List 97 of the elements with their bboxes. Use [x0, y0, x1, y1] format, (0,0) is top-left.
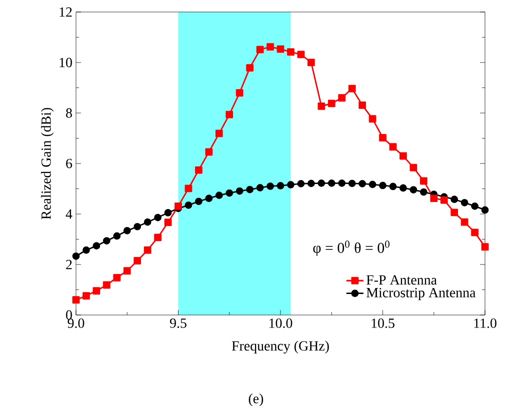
point [368, 115, 376, 122]
y-tick-label: 4 [66, 209, 72, 219]
y-tick-label: 2 [66, 260, 72, 270]
point [287, 48, 294, 56]
point [134, 257, 142, 264]
point [379, 134, 386, 142]
point [389, 143, 397, 151]
point [379, 182, 386, 190]
point [144, 218, 152, 226]
point [410, 164, 418, 172]
point [318, 102, 326, 110]
point [450, 196, 458, 204]
point [338, 94, 346, 102]
point [82, 292, 90, 300]
point [174, 202, 182, 210]
x-tick-label: 10.0 [270, 318, 292, 328]
point [460, 218, 468, 226]
point [92, 287, 100, 294]
point [389, 182, 397, 190]
point [471, 202, 478, 210]
point [328, 180, 336, 187]
point [481, 206, 489, 214]
y-tick-label: 6 [66, 158, 72, 168]
point [420, 188, 428, 196]
point [184, 201, 192, 209]
point [144, 246, 152, 254]
x-tick-label: 10.5 [372, 318, 394, 328]
point [338, 180, 346, 187]
point [348, 84, 356, 92]
point [266, 43, 274, 51]
x-tick-label: 11.0 [474, 318, 496, 328]
point [400, 184, 407, 192]
point [236, 89, 244, 96]
x-tick-label: 9.5 [170, 318, 186, 328]
point [328, 100, 336, 108]
point [102, 237, 110, 244]
text: (e) [248, 394, 264, 406]
point [205, 148, 213, 156]
point [440, 196, 448, 204]
point [307, 180, 315, 188]
point [297, 50, 305, 58]
point [113, 232, 121, 240]
annotation: φ = 0$^{0}$ θ = 0$^{0}$ [313, 240, 390, 256]
point [92, 242, 100, 250]
point [215, 192, 223, 200]
point [226, 189, 234, 197]
point [266, 182, 274, 190]
point [154, 214, 162, 222]
point [307, 58, 315, 66]
point [215, 130, 223, 138]
point [246, 64, 254, 72]
point [276, 182, 284, 190]
point [184, 184, 192, 192]
point [195, 198, 202, 206]
x-axis-title: Frequency (GHz) [232, 340, 329, 354]
point [72, 252, 80, 260]
point [164, 209, 172, 216]
point [82, 246, 90, 254]
point [123, 226, 131, 234]
point [205, 194, 213, 202]
point [297, 180, 305, 188]
point [450, 208, 458, 216]
point [420, 177, 428, 185]
point [102, 281, 110, 289]
y-tick-label: 0 [66, 310, 72, 320]
point [72, 296, 80, 304]
point [123, 267, 131, 274]
point [400, 152, 407, 160]
point [358, 101, 366, 109]
point [236, 187, 244, 195]
point [164, 218, 172, 226]
point [481, 243, 489, 251]
y-tick-label: 12 [60, 7, 72, 17]
point [460, 198, 468, 206]
y-axis-title: Realized Gain (dBi) [41, 108, 54, 220]
point [410, 186, 418, 194]
point [471, 228, 478, 236]
point [318, 180, 326, 187]
point [195, 166, 202, 174]
point [358, 180, 366, 188]
legend-label: F-P Antenna [366, 275, 437, 285]
point [226, 110, 234, 118]
y-tick-label: 10 [60, 58, 72, 68]
point [154, 234, 162, 242]
legend-label: Microstrip Antenna [366, 288, 476, 300]
point [348, 180, 356, 188]
point [256, 184, 264, 192]
point [256, 46, 264, 54]
point [368, 180, 376, 188]
point [113, 274, 121, 282]
x-tick-label: 9.0 [68, 318, 84, 328]
point [287, 181, 294, 188]
y-tick-label: 8 [66, 108, 72, 118]
point [430, 194, 438, 202]
point [134, 222, 142, 230]
point [246, 186, 254, 194]
point [276, 45, 284, 53]
